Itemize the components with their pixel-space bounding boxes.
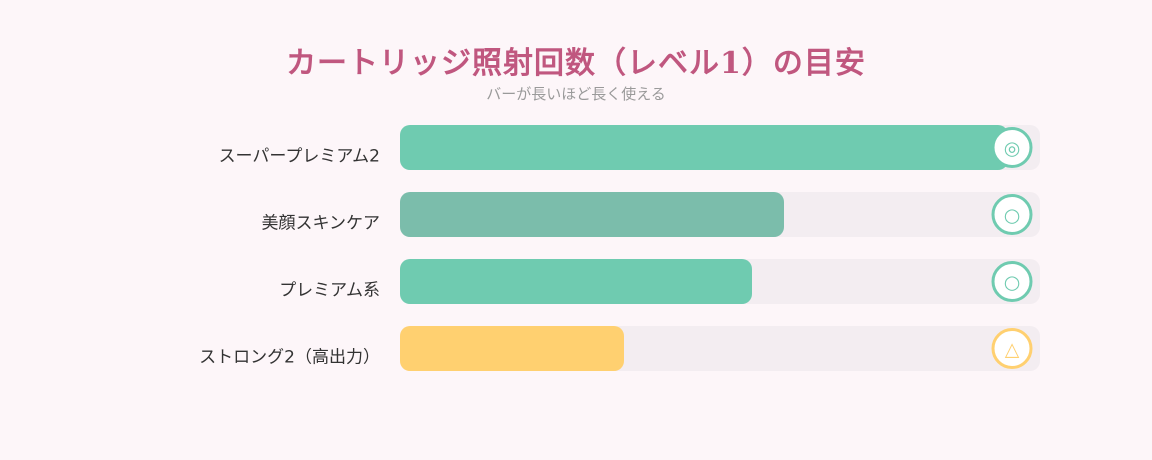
rating-marker-circle — [991, 127, 1033, 168]
rating-marker-circle — [991, 328, 1033, 369]
category-label: プレミアム系 — [279, 281, 380, 301]
rating-marker-symbol: ◎ — [1004, 138, 1021, 160]
rating-marker-symbol: ○ — [1004, 205, 1021, 227]
category-label: ストロング2（高出力） — [199, 348, 380, 368]
bar — [400, 259, 752, 304]
category-label: スーパープレミアム2 — [219, 147, 380, 167]
rating-marker-circle — [991, 194, 1033, 235]
bar — [400, 326, 624, 371]
rating-marker-circle — [991, 261, 1033, 302]
rating-marker-symbol: ○ — [1004, 272, 1021, 294]
rating-marker-symbol: △ — [1005, 339, 1020, 361]
chart-subtitle: バーが長いほど長く使える — [486, 85, 666, 103]
bar — [400, 192, 784, 237]
chart-title: カートリッジ照射回数（レベル1）の目安 — [286, 46, 866, 81]
category-label: 美顔スキンケア — [262, 214, 381, 234]
bar — [400, 125, 1008, 170]
